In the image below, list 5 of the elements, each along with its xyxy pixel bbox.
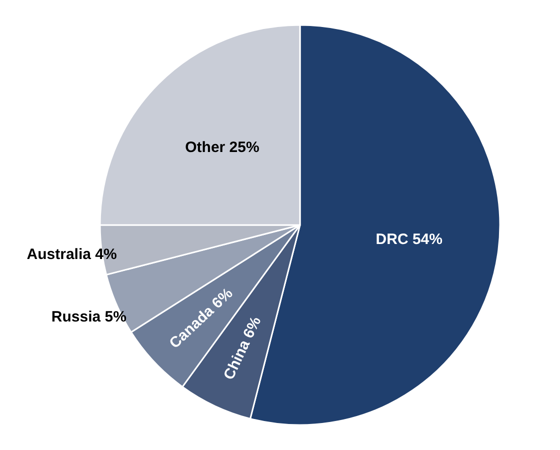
slice-label: Russia 5% bbox=[51, 308, 126, 326]
slice-label: Other 25% bbox=[185, 139, 260, 156]
slice-label: DRC 54% bbox=[376, 230, 442, 248]
slice-label: Australia 4% bbox=[26, 246, 117, 263]
slice-label: China 6% bbox=[220, 314, 265, 382]
